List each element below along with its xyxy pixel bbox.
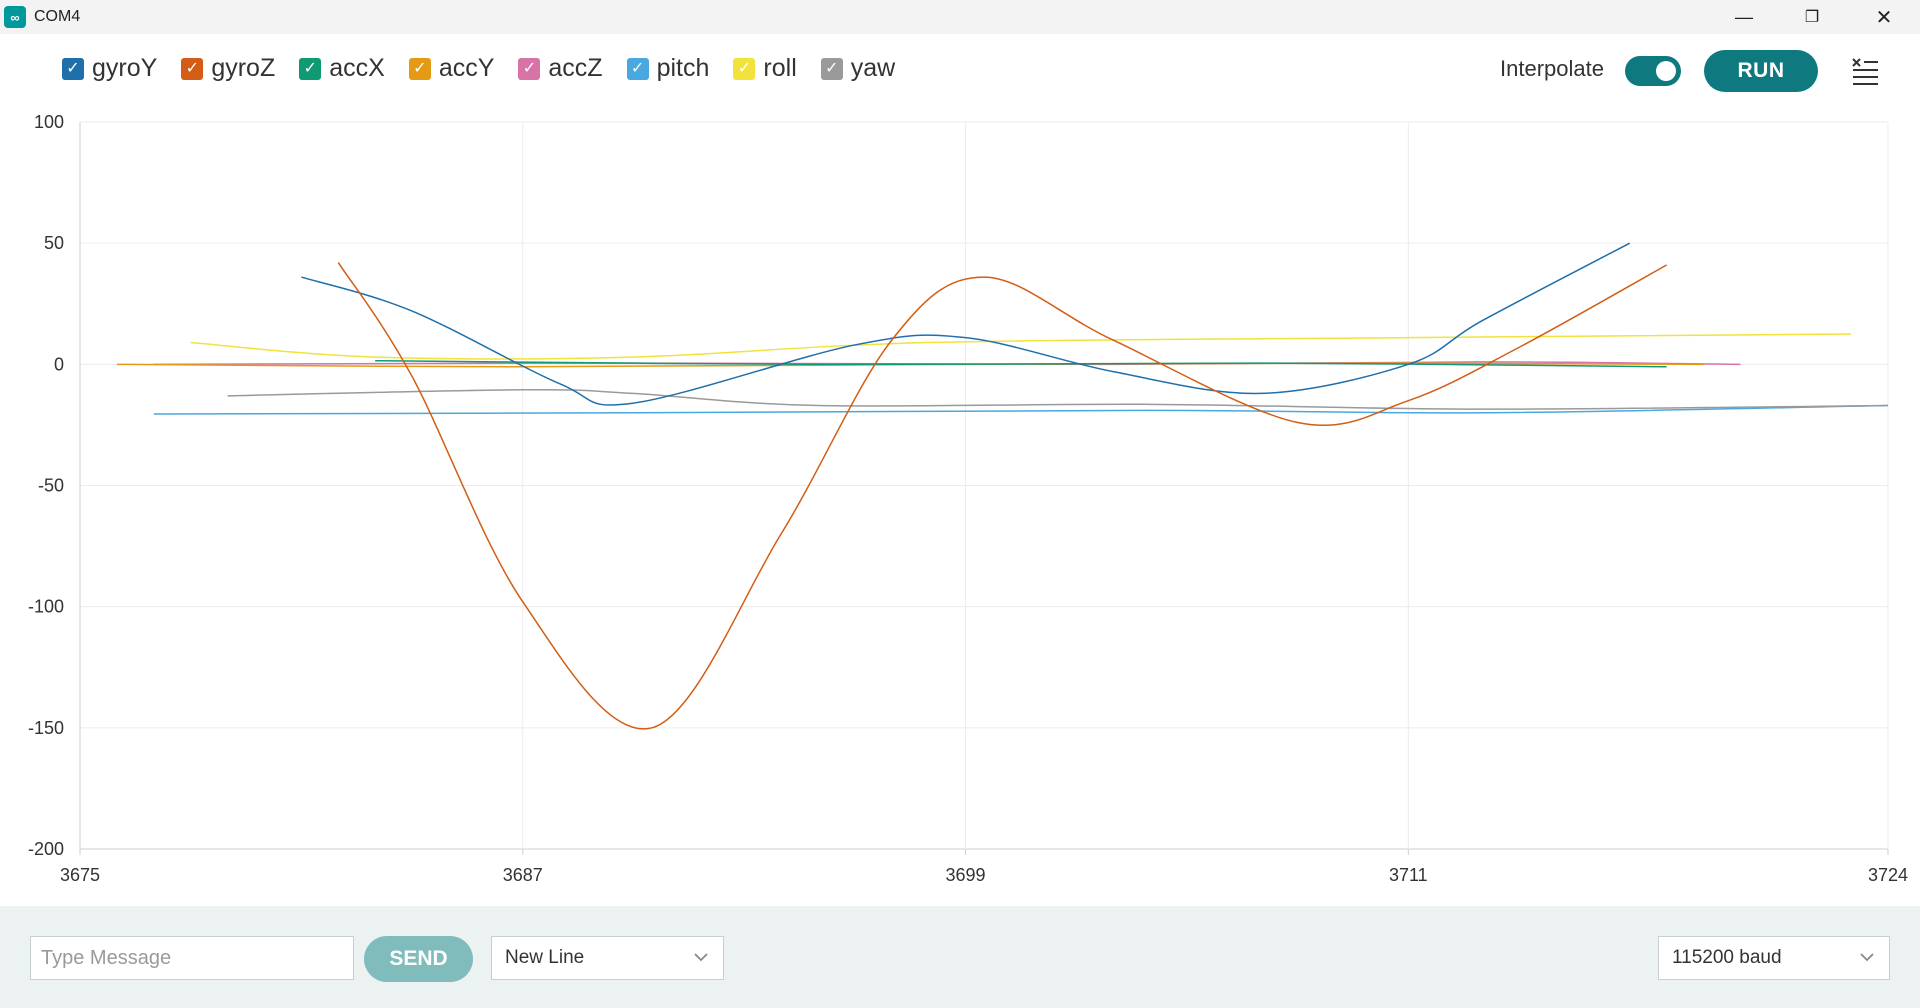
baud-rate-value: 115200 baud xyxy=(1672,947,1782,968)
checkbox-gyroY[interactable]: ✓ xyxy=(62,57,84,80)
legend-item-accZ[interactable]: ✓ accZ xyxy=(518,54,603,83)
checkbox-accX[interactable]: ✓ xyxy=(299,57,322,80)
line-ending-value: New Line xyxy=(505,947,585,968)
y-tick-label: 0 xyxy=(54,354,64,374)
legend-item-accX[interactable]: ✓ accX xyxy=(299,54,385,83)
y-tick-label: 100 xyxy=(34,112,64,132)
x-tick-label: 3675 xyxy=(60,865,100,885)
checkbox-accY[interactable]: ✓ xyxy=(408,57,431,80)
y-tick-label: -200 xyxy=(28,839,64,859)
x-tick-label: 3724 xyxy=(1868,865,1908,885)
legend-item-accY[interactable]: ✓ accY xyxy=(408,54,495,83)
baud-rate-select[interactable]: 115200 baud xyxy=(1658,936,1890,980)
checkbox-roll[interactable]: ✓ xyxy=(733,57,756,80)
x-tick-label: 3699 xyxy=(946,865,986,885)
series-line-roll xyxy=(190,333,1852,360)
minimize-button[interactable]: — xyxy=(1735,6,1753,27)
legend-label: pitch xyxy=(656,54,710,82)
series-line-yaw xyxy=(227,388,1889,410)
message-input[interactable] xyxy=(30,936,354,980)
checkbox-gyroZ[interactable]: ✓ xyxy=(181,57,204,80)
x-tick-label: 3711 xyxy=(1389,865,1428,885)
series-legend: ✓ gyroY ✓ gyroZ ✓ accX ✓ accY ✓ accZ ✓ pitch ✓ roll ✓ y… xyxy=(62,54,919,83)
series-line-gyroZ xyxy=(337,262,1667,730)
checkbox-pitch[interactable]: ✓ xyxy=(626,57,649,80)
legend-label: accY xyxy=(438,54,495,82)
interpolate-toggle[interactable] xyxy=(1625,56,1681,86)
chevron-down-icon xyxy=(694,953,708,962)
interpolate-label: Interpolate xyxy=(1500,56,1604,81)
serial-plotter-chart: 100 50 0 -50 -100 -150 -200 3675 3687 3699 3711 372… xyxy=(28,112,1908,885)
legend-item-gyroY[interactable]: ✓ gyroY xyxy=(62,54,157,83)
checkbox-accZ[interactable]: ✓ xyxy=(518,57,541,80)
series-line-gyroY xyxy=(301,242,1631,406)
window-title: COM4 xyxy=(34,8,81,25)
close-button[interactable]: ✕ xyxy=(1875,6,1893,29)
legend-item-pitch[interactable]: ✓ pitch xyxy=(626,54,710,83)
restore-button[interactable]: ❐ xyxy=(1804,9,1820,26)
legend-label: accZ xyxy=(548,54,603,82)
run-button[interactable]: RUN xyxy=(1704,50,1818,92)
legend-item-roll[interactable]: ✓ roll xyxy=(733,54,797,83)
arduino-app-icon: ∞ xyxy=(4,6,26,28)
legend-item-gyroZ[interactable]: ✓ gyroZ xyxy=(181,54,275,83)
x-tick-label: 3687 xyxy=(503,865,543,885)
y-tick-label: -50 xyxy=(38,476,64,496)
chevron-down-icon xyxy=(1860,953,1874,962)
toggle-knob xyxy=(1656,61,1676,81)
legend-label: gyroY xyxy=(92,54,158,82)
series-line-pitch xyxy=(153,404,1889,415)
y-tick-label: 50 xyxy=(44,233,64,253)
legend-item-yaw[interactable]: ✓ yaw xyxy=(820,54,896,83)
legend-label: gyroZ xyxy=(211,54,276,82)
legend-label: accX xyxy=(329,54,385,82)
y-tick-label: -150 xyxy=(28,718,64,738)
send-button[interactable]: SEND xyxy=(364,936,473,982)
series-line-accX xyxy=(375,359,1667,368)
legend-label: roll xyxy=(763,54,797,82)
line-ending-select[interactable]: New Line xyxy=(491,936,724,980)
legend-label: yaw xyxy=(850,54,896,82)
clear-list-icon[interactable] xyxy=(1850,56,1880,86)
title-bar: ∞ COM4 — ❐ ✕ xyxy=(0,0,1920,34)
y-tick-label: -100 xyxy=(28,597,64,617)
checkbox-yaw[interactable]: ✓ xyxy=(820,57,843,80)
